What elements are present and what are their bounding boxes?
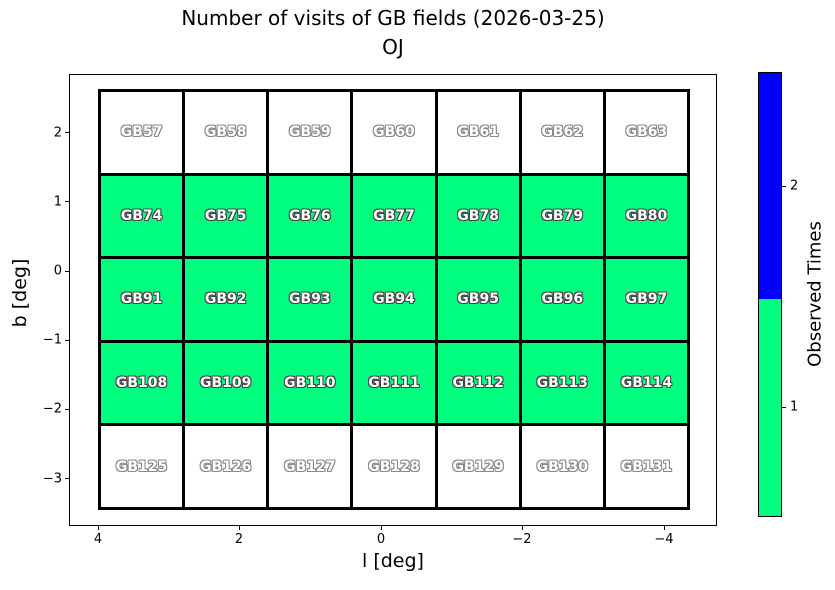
y-tick-mark	[65, 270, 69, 272]
y-tick-mark	[65, 201, 69, 203]
field-cell-GB129: GB129	[437, 426, 519, 507]
x-tick-label: −4	[654, 532, 674, 547]
field-cell-GB131: GB131	[605, 426, 687, 507]
field-cell-GB91: GB91	[101, 259, 183, 340]
field-cell-GB77: GB77	[353, 175, 435, 257]
field-cell-GB111: GB111	[353, 342, 435, 424]
field-cell-GB79: GB79	[521, 175, 603, 257]
field-grid: GB57 GB58 GB59 GB60 GB61 GB62 GB63 GB74 GB75 GB76…	[98, 89, 690, 510]
field-cell-GB113: GB113	[521, 342, 603, 424]
y-tick-label: −1	[42, 332, 62, 348]
field-cell-GB126: GB126	[185, 426, 267, 507]
x-tick-label: −2	[512, 532, 532, 547]
y-tick-mark	[65, 478, 69, 480]
y-tick-mark	[65, 339, 69, 341]
field-cell-GB61: GB61	[437, 92, 519, 173]
chart-title-line1: Number of visits of GB fields (2026-03-2…	[181, 6, 605, 30]
field-cell-GB97: GB97	[605, 259, 687, 340]
x-tick-label: 4	[93, 532, 103, 547]
field-cell-GB78: GB78	[437, 175, 519, 257]
colorbar-tick-mark	[782, 185, 786, 187]
x-tick-label: 2	[234, 532, 244, 547]
x-tick-mark	[521, 526, 523, 530]
x-tick-mark	[97, 526, 99, 530]
field-cell-GB108: GB108	[101, 342, 183, 424]
field-cell-GB92: GB92	[185, 259, 267, 340]
field-cell-GB60: GB60	[353, 92, 435, 173]
field-cell-GB95: GB95	[437, 259, 519, 340]
colorbar	[758, 72, 782, 517]
chart-title-line2: OJ	[382, 35, 404, 59]
y-tick-mark	[65, 132, 69, 134]
field-cell-GB63: GB63	[605, 92, 687, 173]
plot-area	[69, 74, 717, 526]
field-cell-GB112: GB112	[437, 342, 519, 424]
y-tick-label: 2	[53, 125, 62, 141]
x-tick-label: 0	[376, 532, 386, 547]
field-cell-GB93: GB93	[269, 259, 351, 340]
y-tick-label: −3	[42, 471, 62, 487]
field-cell-GB75: GB75	[185, 175, 267, 257]
field-cell-GB80: GB80	[605, 175, 687, 257]
field-cell-GB110: GB110	[269, 342, 351, 424]
x-axis-label: l [deg]	[362, 550, 424, 572]
x-tick-mark	[380, 526, 382, 530]
colorbar-tick-mark	[782, 406, 786, 408]
field-cell-GB109: GB109	[185, 342, 267, 424]
chart-title: Number of visits of GB fields (2026-03-2…	[69, 4, 717, 62]
y-tick-mark	[65, 408, 69, 410]
field-cell-GB58: GB58	[185, 92, 267, 173]
x-tick-mark	[663, 526, 665, 530]
field-cell-GB125: GB125	[101, 426, 183, 507]
y-axis-label: b [deg]	[9, 258, 31, 328]
field-cell-GB74: GB74	[101, 175, 183, 257]
y-tick-label: 1	[53, 194, 62, 210]
field-cell-GB94: GB94	[353, 259, 435, 340]
colorbar-label: Observed Times	[804, 221, 826, 367]
field-cell-GB76: GB76	[269, 175, 351, 257]
colorbar-tick-label: 1	[790, 399, 799, 415]
y-tick-label: −2	[42, 401, 62, 417]
field-cell-GB62: GB62	[521, 92, 603, 173]
y-tick-label: 0	[53, 263, 62, 279]
field-cell-GB96: GB96	[521, 259, 603, 340]
field-cell-GB130: GB130	[521, 426, 603, 507]
field-cell-GB57: GB57	[101, 92, 183, 173]
x-tick-mark	[238, 526, 240, 530]
field-cell-GB128: GB128	[353, 426, 435, 507]
field-cell-GB127: GB127	[269, 426, 351, 507]
colorbar-tick-label: 2	[790, 178, 799, 194]
field-cell-GB114: GB114	[605, 342, 687, 424]
field-cell-GB59: GB59	[269, 92, 351, 173]
